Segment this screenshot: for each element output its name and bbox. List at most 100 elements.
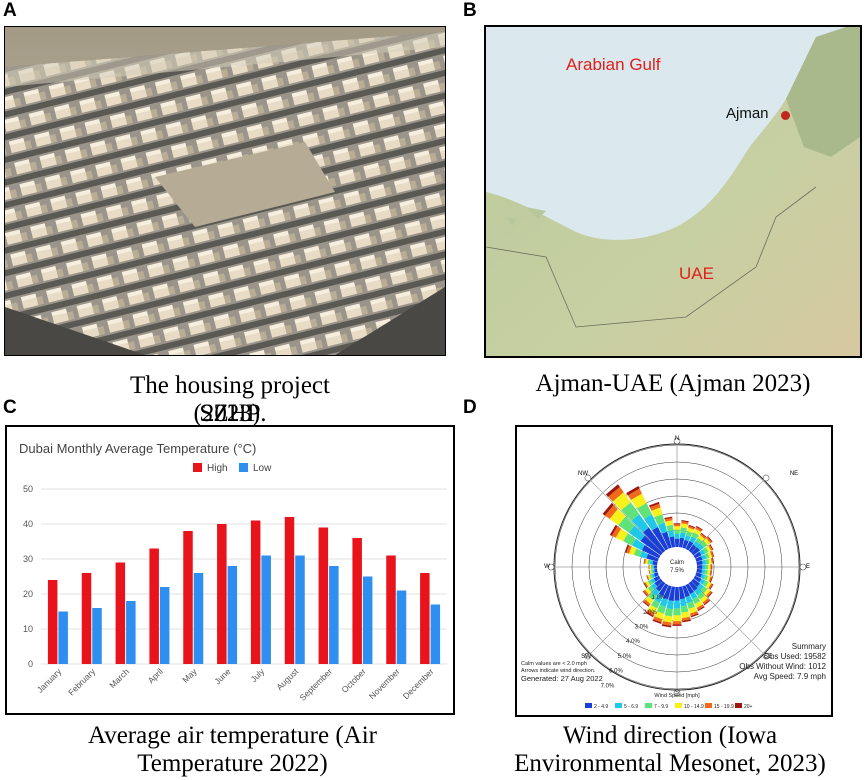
- windrose-petal-segment: [707, 570, 711, 576]
- windrose-petal-segment: [647, 605, 658, 614]
- ring-label: 4.0%: [626, 639, 640, 645]
- windrose-petal-segment: [692, 596, 701, 605]
- direction-arrow: [762, 652, 770, 660]
- x-tick-label: August: [274, 666, 300, 692]
- windrose-petal-segment: [674, 538, 680, 548]
- windrose-petal-segment: [705, 582, 712, 589]
- windrose-petal-segment: [631, 538, 645, 551]
- ring-label: 1.0%: [652, 595, 666, 601]
- windrose-petal-segment: [682, 539, 689, 549]
- windrose-petal-segment: [688, 581, 698, 591]
- windrose-petal-segment: [701, 554, 707, 560]
- summary-obs-used: Obs Used: 19582: [764, 652, 827, 661]
- windrose-petal-segment: [647, 559, 651, 565]
- bar-low: [92, 608, 102, 664]
- bar-high: [386, 555, 396, 664]
- windrose-petal-segment: [649, 560, 653, 565]
- x-tick-label: January: [35, 666, 64, 695]
- windrose-petal-segment: [682, 585, 690, 598]
- windrose-spoke: [589, 566, 678, 655]
- windrose-petal-segment: [618, 516, 635, 533]
- bar-low: [58, 611, 68, 664]
- direction-arrow: [762, 474, 770, 482]
- windrose-petal-segment: [602, 502, 614, 516]
- windrose-petal-segment: [643, 527, 666, 553]
- caption-a-line2: (2023).: [193, 400, 267, 427]
- windrose-petal-segment: [604, 504, 618, 519]
- windrose-petal-segment: [649, 569, 652, 574]
- windrose-petal-segment: [703, 574, 709, 581]
- windrose-petal-segment: [707, 591, 713, 598]
- windrose-petal-segment: [693, 551, 702, 559]
- windrose-petal-segment: [685, 531, 693, 537]
- windrose-petal-segment: [636, 503, 652, 519]
- dir-n: N: [675, 436, 679, 442]
- windrose-petal-segment: [696, 568, 703, 574]
- note-arrows: Arrows indicate wind direction.: [521, 668, 596, 674]
- direction-arrow: [799, 563, 807, 571]
- windrose-petal-segment: [679, 532, 686, 539]
- summary-title: Summary: [792, 642, 826, 651]
- housing-aerial-photo: [4, 26, 446, 356]
- windrose-petal-segment: [664, 517, 673, 522]
- windrose-petal-segment: [710, 570, 713, 576]
- windrose-petal-segment: [644, 588, 652, 595]
- windrose-petal-segment: [649, 569, 651, 575]
- windrose-petal-segment: [646, 609, 655, 616]
- direction-arrow: [547, 563, 555, 571]
- windrose-petal-segment: [696, 560, 703, 566]
- windrose-petal-segment: [648, 592, 657, 601]
- windrose-petal-segment: [712, 557, 714, 564]
- wind-legend-label: 2 - 4.9: [594, 704, 608, 710]
- windrose-petal-segment: [643, 599, 651, 606]
- windrose-petal-segment: [682, 619, 691, 623]
- windrose-petal-segment: [680, 527, 687, 534]
- ring-label: 2.0%: [643, 610, 657, 616]
- windrose-petal-segment: [706, 537, 712, 544]
- ring-label: 5.0%: [618, 654, 632, 660]
- windrose-petal-segment: [697, 591, 705, 600]
- windrose-petal-segment: [694, 600, 703, 608]
- windrose-petal-segment: [658, 583, 669, 597]
- windrose-petal-segment: [642, 590, 648, 597]
- bar-low: [430, 604, 441, 664]
- windrose-petal-segment: [609, 508, 626, 526]
- calm-circle: [657, 547, 697, 587]
- windrose-petal-segment: [685, 583, 695, 595]
- label-arabian-gulf: Arabian Gulf: [566, 55, 661, 74]
- direction-arrow: [673, 437, 681, 445]
- windrose-petal-segment: [678, 586, 686, 600]
- summary-avg-speed: Avg Speed: 7.9 mph: [754, 672, 826, 681]
- windrose-petal-segment: [710, 557, 714, 564]
- legend-title: Wind Speed [mph]: [654, 693, 700, 699]
- panel-letter-b: B: [463, 0, 477, 21]
- y-tick-label: 30: [23, 554, 33, 564]
- windrose-petal-segment: [657, 522, 668, 534]
- windrose-petal-segment: [650, 583, 658, 590]
- x-tick-label: December: [401, 666, 436, 701]
- windrose-petal-segment: [666, 600, 674, 610]
- windrose-petal-segment: [688, 544, 697, 553]
- windrose-petal-segment: [623, 533, 636, 546]
- windrose-petal-segment: [654, 514, 665, 525]
- bar-low: [126, 601, 136, 664]
- windrose-petal-segment: [652, 560, 658, 566]
- windrose-petal-segment: [696, 565, 703, 569]
- windrose-petal-segment: [652, 619, 662, 624]
- windrose-petal-segment: [663, 585, 672, 600]
- dir-e: E: [806, 564, 810, 570]
- windrose-petal-segment: [673, 523, 681, 525]
- windrose-petal-segment: [687, 525, 695, 530]
- windrose-petal-segment: [678, 537, 685, 548]
- windrose-petal-segment: [704, 553, 710, 559]
- dir-se: SE: [764, 654, 772, 660]
- windrose-petal-segment: [710, 576, 713, 583]
- windrose-petal-segment: [666, 524, 674, 532]
- windrose-petal-segment: [700, 573, 706, 580]
- bar-low: [295, 555, 305, 664]
- windrose-petal-segment: [710, 564, 712, 570]
- bar-high: [250, 520, 261, 664]
- windrose-petal-segment: [702, 580, 709, 587]
- wind-legend-swatch: [675, 703, 682, 708]
- windrose-petal-segment: [711, 564, 713, 570]
